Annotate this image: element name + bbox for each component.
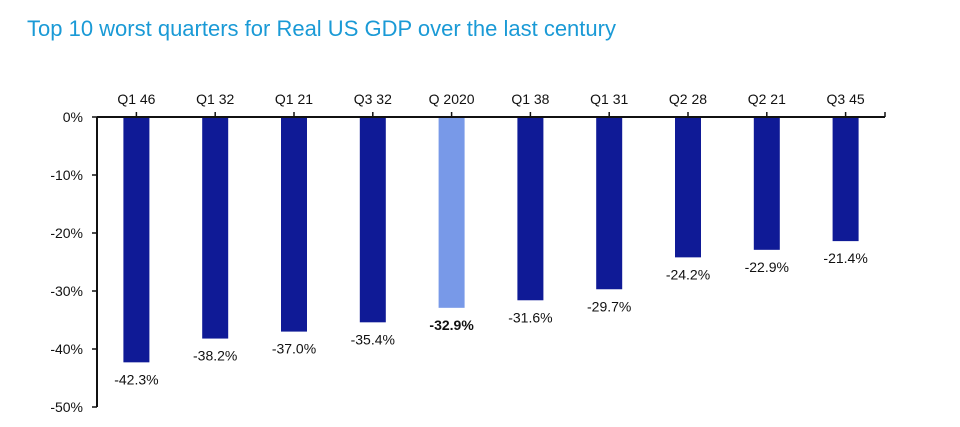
bar — [202, 117, 229, 339]
chart-title: Top 10 worst quarters for Real US GDP ov… — [27, 16, 616, 41]
y-tick-label: -30% — [50, 283, 83, 299]
bar — [123, 117, 150, 363]
data-label: -22.9% — [745, 259, 789, 275]
category-label: Q 2020 — [429, 91, 475, 107]
category-label: Q1 32 — [196, 91, 234, 107]
y-tick-label: -40% — [50, 341, 83, 357]
bar — [753, 117, 780, 250]
data-label: -35.4% — [351, 331, 395, 347]
data-label: -38.2% — [193, 348, 237, 364]
data-label: -24.2% — [666, 266, 710, 282]
bar — [596, 117, 623, 290]
data-label: -42.3% — [114, 371, 158, 387]
category-label: Q3 45 — [827, 91, 865, 107]
bar — [832, 117, 859, 242]
category-label: Q3 32 — [354, 91, 392, 107]
bar — [675, 117, 701, 258]
y-tick-label: 0% — [63, 109, 83, 125]
bar — [281, 117, 307, 332]
category-label: Q2 28 — [669, 91, 707, 107]
category-label: Q1 38 — [511, 91, 549, 107]
data-label: -31.6% — [508, 309, 552, 325]
data-label: -32.9% — [429, 317, 474, 333]
y-tick-label: -50% — [50, 399, 83, 415]
bar — [438, 117, 465, 308]
data-label: -21.4% — [823, 250, 867, 266]
category-label: Q1 46 — [117, 91, 155, 107]
category-label: Q2 21 — [748, 91, 786, 107]
y-tick-label: -20% — [50, 225, 83, 241]
data-label: -29.7% — [587, 298, 631, 314]
category-label: Q1 21 — [275, 91, 313, 107]
bar — [517, 117, 544, 301]
category-label: Q1 31 — [590, 91, 628, 107]
y-tick-label: -10% — [50, 167, 83, 183]
bar — [359, 117, 386, 323]
data-label: -37.0% — [272, 341, 316, 357]
